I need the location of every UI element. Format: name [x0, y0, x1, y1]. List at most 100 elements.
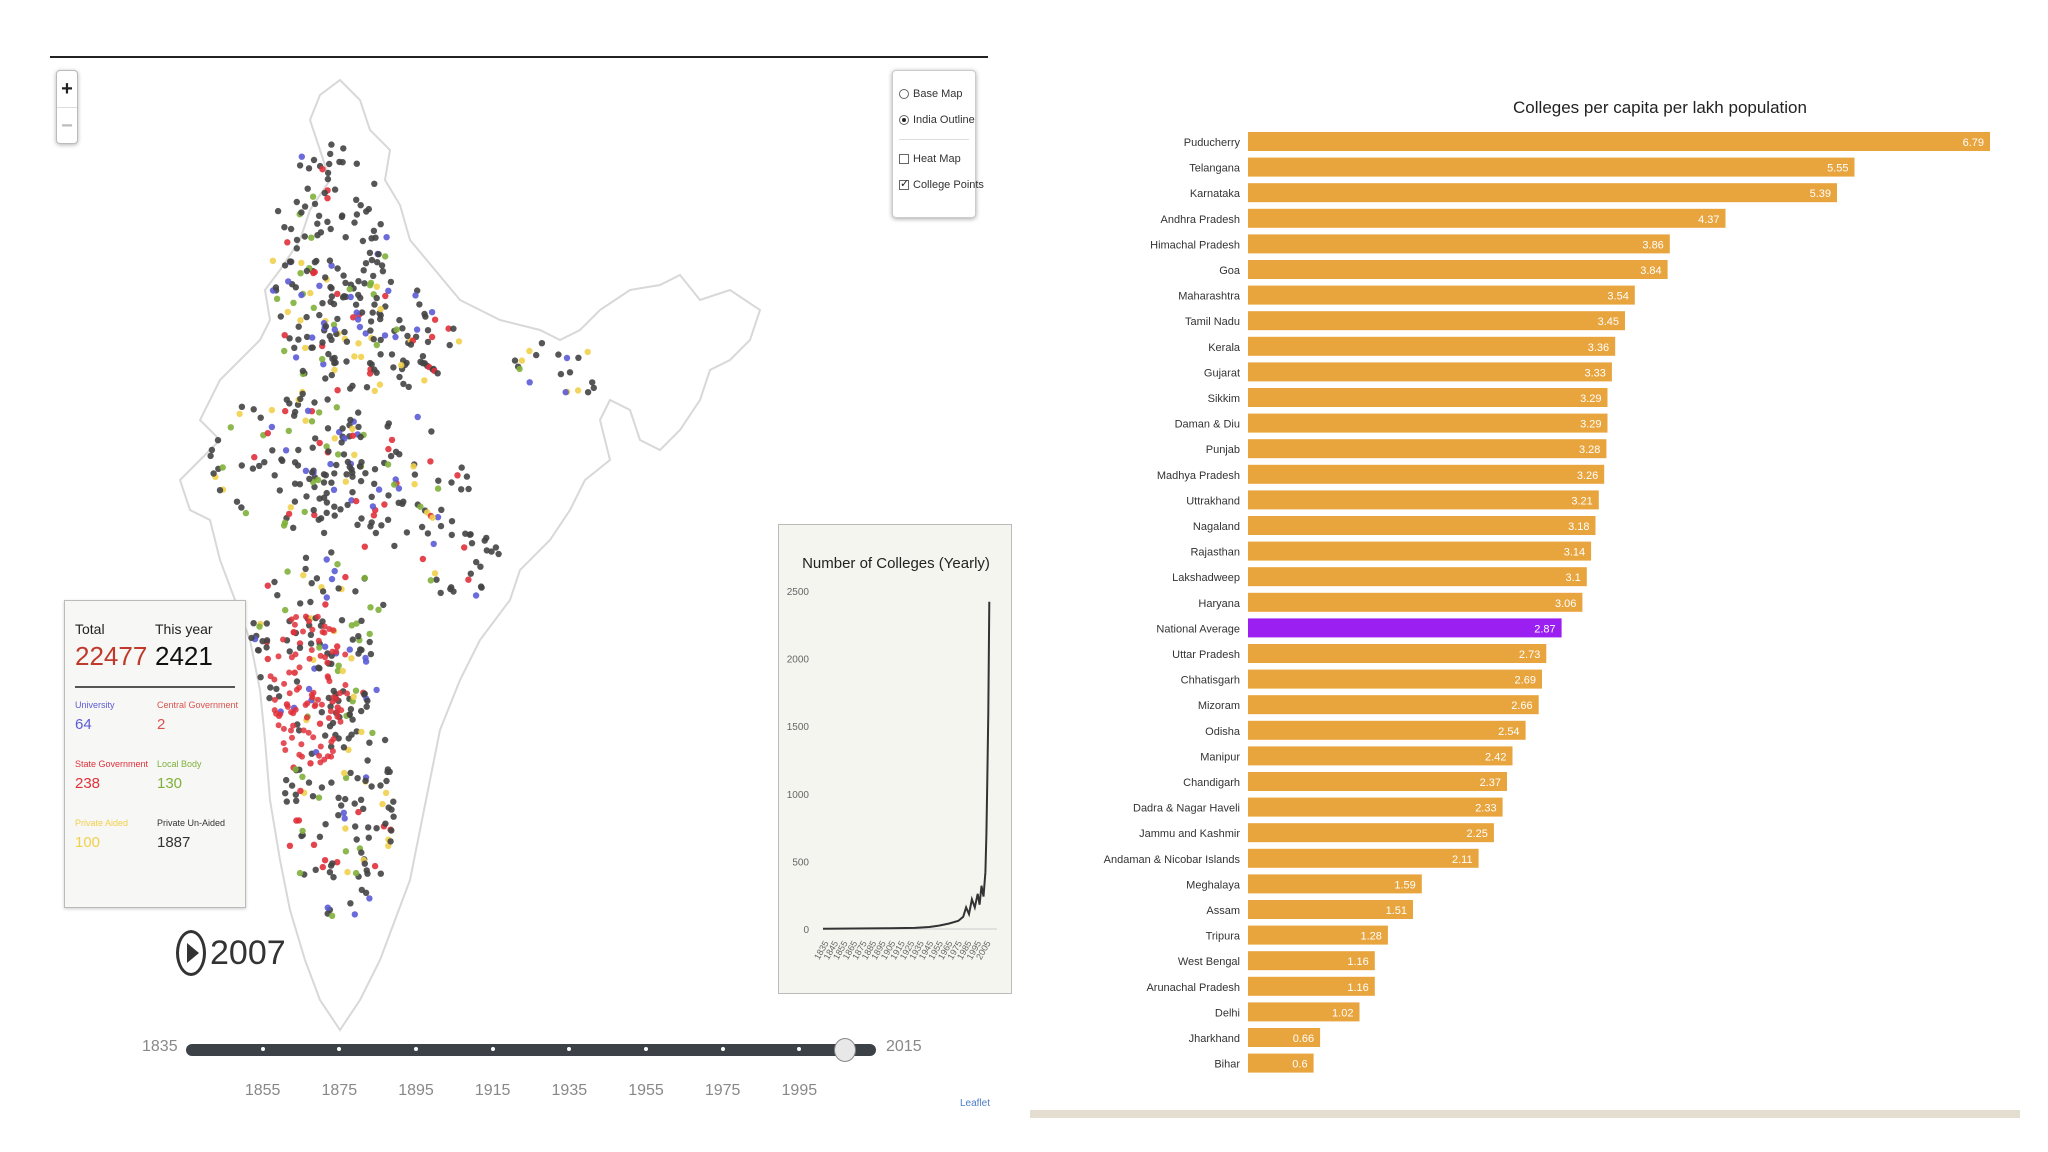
- college-point[interactable]: [353, 620, 360, 627]
- college-point[interactable]: [208, 446, 216, 454]
- bar[interactable]: [1248, 208, 1726, 228]
- college-point[interactable]: [361, 860, 368, 867]
- bar[interactable]: [1248, 157, 1855, 177]
- college-point[interactable]: [327, 460, 334, 468]
- college-point[interactable]: [362, 470, 369, 477]
- college-point[interactable]: [311, 259, 319, 266]
- college-point[interactable]: [365, 834, 372, 841]
- college-point[interactable]: [291, 344, 298, 351]
- checkbox-checked-icon[interactable]: [899, 177, 909, 190]
- bar[interactable]: [1248, 311, 1625, 331]
- college-point[interactable]: [333, 695, 340, 702]
- college-point[interactable]: [331, 366, 338, 374]
- college-point[interactable]: [300, 727, 307, 734]
- college-point[interactable]: [411, 471, 419, 478]
- college-point[interactable]: [303, 493, 310, 500]
- college-point[interactable]: [285, 510, 293, 518]
- bar[interactable]: [1248, 874, 1422, 894]
- slider-handle[interactable]: [834, 1038, 857, 1062]
- college-point[interactable]: [357, 433, 364, 441]
- bar[interactable]: [1248, 695, 1539, 715]
- college-point[interactable]: [365, 824, 372, 831]
- college-point[interactable]: [302, 613, 309, 620]
- college-point[interactable]: [454, 472, 461, 479]
- college-point[interactable]: [344, 868, 351, 876]
- bar[interactable]: [1248, 925, 1388, 945]
- college-point[interactable]: [428, 428, 435, 435]
- college-point[interactable]: [257, 414, 264, 421]
- college-point[interactable]: [280, 522, 288, 529]
- college-point[interactable]: [331, 512, 338, 519]
- college-point[interactable]: [292, 791, 299, 798]
- college-point[interactable]: [316, 409, 323, 416]
- college-point[interactable]: [354, 775, 361, 782]
- college-point[interactable]: [299, 773, 306, 780]
- college-point[interactable]: [461, 544, 468, 551]
- college-point[interactable]: [458, 464, 465, 471]
- college-point[interactable]: [303, 313, 310, 321]
- college-point[interactable]: [367, 279, 375, 287]
- college-point[interactable]: [314, 220, 321, 227]
- college-point[interactable]: [349, 432, 356, 439]
- college-point[interactable]: [289, 734, 295, 741]
- bar[interactable]: [1248, 823, 1494, 843]
- radio-checked-icon[interactable]: [899, 115, 909, 125]
- college-point[interactable]: [210, 470, 217, 477]
- college-point[interactable]: [331, 503, 338, 510]
- college-point[interactable]: [297, 317, 304, 324]
- college-point[interactable]: [322, 821, 329, 828]
- college-point[interactable]: [322, 323, 330, 330]
- college-point[interactable]: [478, 584, 485, 591]
- college-point[interactable]: [242, 509, 250, 517]
- college-point[interactable]: [309, 469, 316, 476]
- college-point[interactable]: [287, 225, 295, 233]
- college-point[interactable]: [340, 145, 347, 152]
- college-point[interactable]: [219, 464, 226, 471]
- college-point[interactable]: [434, 514, 442, 521]
- college-point[interactable]: [302, 702, 309, 708]
- bar[interactable]: [1248, 132, 1990, 151]
- college-point[interactable]: [250, 406, 257, 413]
- college-point[interactable]: [342, 651, 349, 658]
- college-point[interactable]: [333, 404, 340, 411]
- college-point[interactable]: [334, 387, 341, 394]
- college-point[interactable]: [330, 627, 337, 634]
- college-point[interactable]: [296, 751, 303, 758]
- college-point[interactable]: [288, 654, 295, 661]
- college-point[interactable]: [400, 380, 407, 388]
- college-point[interactable]: [353, 196, 360, 203]
- college-point[interactable]: [405, 383, 412, 391]
- college-point[interactable]: [388, 436, 396, 444]
- college-point[interactable]: [350, 314, 357, 321]
- college-point[interactable]: [325, 350, 332, 358]
- college-point[interactable]: [236, 410, 243, 418]
- college-point[interactable]: [302, 344, 309, 352]
- college-point[interactable]: [366, 638, 373, 646]
- college-point[interactable]: [328, 753, 335, 760]
- college-point[interactable]: [353, 728, 360, 735]
- college-point[interactable]: [216, 487, 224, 494]
- college-point[interactable]: [382, 292, 389, 300]
- college-point[interactable]: [320, 529, 328, 537]
- college-point[interactable]: [348, 497, 355, 504]
- college-point[interactable]: [233, 498, 241, 505]
- college-point[interactable]: [298, 259, 305, 267]
- college-point[interactable]: [330, 300, 338, 308]
- college-point[interactable]: [477, 563, 484, 570]
- college-point[interactable]: [354, 316, 362, 323]
- bar[interactable]: [1248, 900, 1413, 919]
- college-point[interactable]: [291, 408, 299, 416]
- college-point[interactable]: [294, 401, 302, 408]
- college-point[interactable]: [428, 309, 436, 316]
- college-point[interactable]: [238, 403, 246, 410]
- college-point[interactable]: [316, 720, 324, 727]
- college-point[interactable]: [384, 516, 392, 523]
- bar[interactable]: [1248, 720, 1526, 740]
- college-point[interactable]: [431, 316, 439, 323]
- bar[interactable]: [1248, 848, 1479, 868]
- college-point[interactable]: [424, 327, 432, 334]
- college-point[interactable]: [358, 515, 365, 522]
- college-point[interactable]: [298, 291, 305, 299]
- college-point[interactable]: [352, 823, 359, 830]
- college-point[interactable]: [331, 470, 338, 477]
